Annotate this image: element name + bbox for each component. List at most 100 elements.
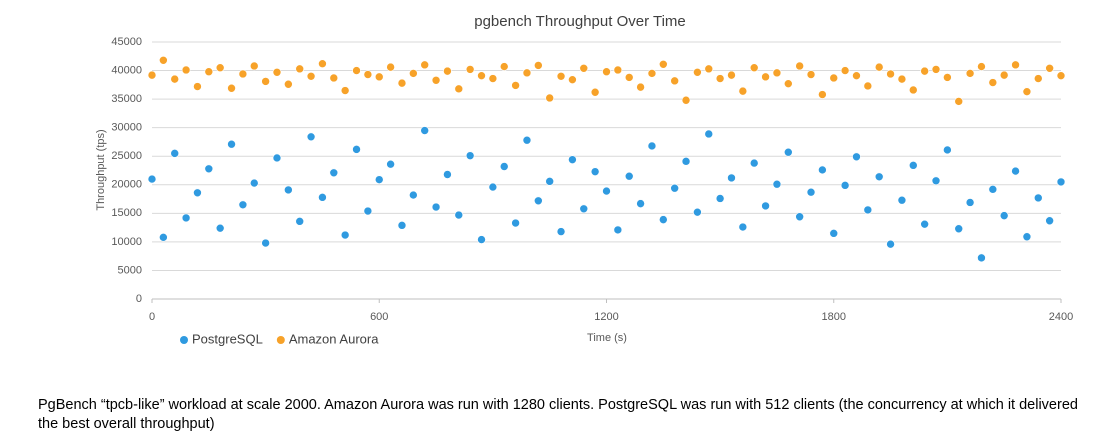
point: [636, 82, 645, 92]
point: [454, 84, 464, 94]
point: [715, 194, 725, 203]
point: [511, 81, 520, 90]
point: [954, 97, 964, 106]
point: [761, 201, 770, 211]
point: [318, 193, 327, 202]
point: [545, 93, 554, 103]
point: [238, 200, 248, 210]
point: [397, 78, 407, 88]
point: [943, 73, 952, 82]
x-tick-label: 1800: [822, 311, 846, 323]
point: [840, 181, 850, 190]
point: [795, 61, 804, 71]
point: [659, 215, 668, 224]
point: [499, 162, 509, 171]
point: [534, 61, 543, 70]
legend-label: PostgreSQL: [192, 331, 263, 346]
point: [908, 85, 918, 95]
point: [306, 132, 316, 142]
point: [374, 72, 384, 82]
point: [670, 76, 679, 86]
point: [204, 67, 214, 76]
point: [670, 183, 679, 193]
point: [1011, 166, 1020, 176]
point: [999, 211, 1009, 220]
chart: pgbench Throughput Over Time Time (s) Th…: [95, 13, 1073, 346]
point: [170, 74, 180, 84]
point: [874, 172, 884, 182]
point: [806, 187, 816, 197]
point: [727, 70, 736, 80]
point: [363, 206, 373, 216]
point: [238, 69, 248, 79]
point: [1022, 232, 1032, 242]
point: [215, 223, 225, 233]
point: [420, 60, 430, 70]
point: [715, 74, 725, 83]
legend-label: Amazon Aurora: [289, 331, 379, 346]
point: [386, 159, 395, 169]
point: [693, 207, 702, 217]
point: [829, 229, 839, 238]
point: [783, 79, 793, 88]
y-tick-label: 35000: [111, 93, 142, 105]
point: [170, 149, 180, 158]
point: [227, 139, 236, 149]
point: [261, 238, 270, 248]
point: [863, 81, 873, 91]
point: [704, 129, 714, 139]
x-tick-label: 1200: [594, 311, 618, 323]
point: [159, 55, 168, 65]
point: [908, 161, 918, 170]
point: [954, 224, 964, 234]
point: [306, 71, 316, 81]
point: [579, 204, 589, 214]
y-tick-label: 15000: [111, 207, 142, 219]
point: [272, 153, 282, 163]
point: [795, 212, 804, 222]
legend-marker: [180, 336, 188, 344]
point: [511, 218, 520, 228]
point: [874, 62, 884, 72]
point: [545, 177, 554, 186]
x-tick-label: 2400: [1049, 311, 1073, 323]
point: [181, 65, 191, 75]
point: [284, 79, 293, 89]
point: [659, 59, 668, 69]
x-tick-label: 0: [149, 311, 155, 323]
point: [352, 66, 361, 75]
point: [420, 126, 430, 135]
point: [272, 67, 282, 77]
point: [409, 190, 418, 200]
point: [624, 73, 634, 82]
point: [624, 171, 634, 181]
point: [431, 75, 441, 85]
point: [340, 230, 350, 240]
point: [738, 222, 748, 232]
point: [159, 233, 168, 242]
point: [806, 70, 816, 79]
y-tick-label: 45000: [111, 36, 142, 48]
point: [534, 196, 543, 206]
point: [1045, 216, 1054, 226]
legend-marker: [276, 336, 285, 344]
point: [488, 74, 498, 83]
point: [215, 63, 225, 72]
point: [454, 210, 464, 220]
point: [965, 198, 975, 207]
point: [1045, 63, 1054, 73]
point: [1033, 74, 1043, 83]
point: [727, 173, 736, 183]
point: [613, 65, 623, 75]
point: [863, 205, 873, 215]
point: [602, 67, 611, 76]
point: [977, 253, 986, 263]
point: [772, 179, 782, 189]
point: [249, 61, 259, 71]
point: [829, 73, 839, 83]
point: [431, 202, 441, 212]
point: [295, 64, 305, 74]
point: [295, 217, 305, 226]
point: [204, 164, 214, 174]
